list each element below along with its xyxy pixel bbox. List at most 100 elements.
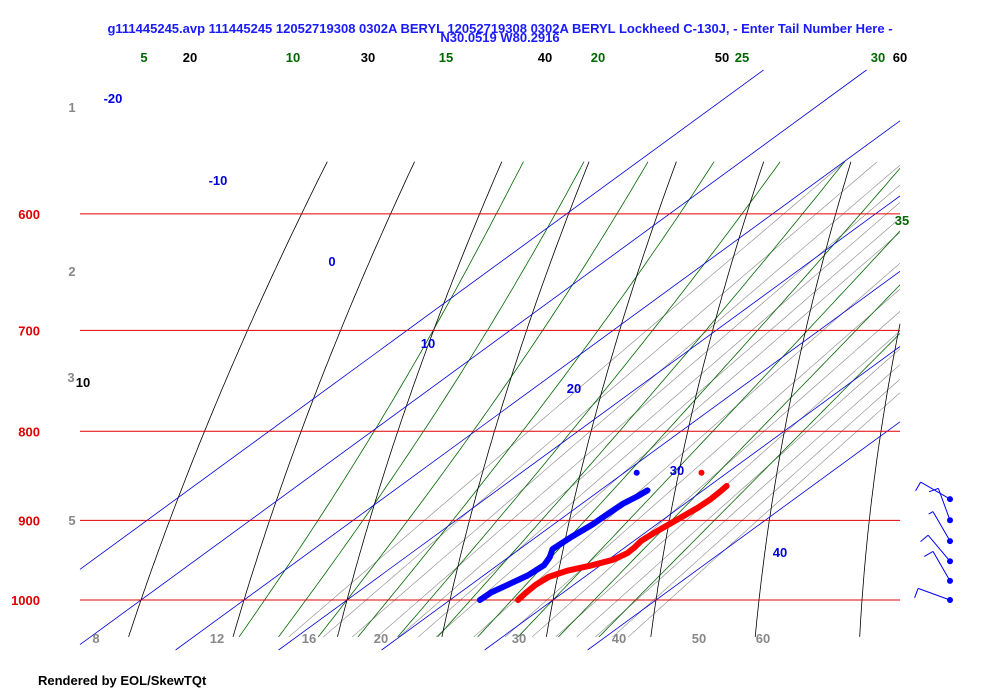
dry-adiabat-line: [232, 161, 415, 638]
moist-adiabat-label: 20: [591, 50, 605, 65]
dry-adiabat-label: 40: [538, 50, 552, 65]
mixing-ratio-lines: [288, 161, 901, 638]
mixing-ratio-label: 8: [92, 631, 99, 646]
mixing-ratio-line: [352, 164, 901, 638]
temperature-point: [698, 469, 705, 476]
isobar-label-700: 700: [18, 323, 40, 338]
mixing-ratio-line: [398, 202, 901, 638]
isotherm-label: -10: [209, 173, 228, 188]
wind-barb-feather: [920, 534, 929, 542]
wind-barb-feather: [914, 588, 919, 598]
dry-adiabat-line: [337, 161, 503, 638]
wind-barb: [928, 511, 953, 545]
wind-barb-shaft: [917, 587, 951, 601]
mixing-ratio-line: [376, 184, 901, 638]
isotherm-label: 40: [773, 545, 787, 560]
dry-adiabat-label: 30: [361, 50, 375, 65]
isobar-label-900: 900: [18, 513, 40, 528]
chart-title-line1: g111445245.avp 111445245 12052719308 030…: [107, 21, 893, 36]
isobar-label-600: 600: [18, 207, 40, 222]
height-label: 5: [68, 513, 75, 528]
mixing-ratio-label: 12: [210, 631, 224, 646]
wind-barb: [914, 587, 953, 603]
dry-adiabat-label: 60: [893, 50, 907, 65]
mixing-ratio-label: 50: [692, 631, 706, 646]
isotherm-label: 10: [421, 336, 435, 351]
wind-barb-shaft: [932, 551, 951, 582]
wind-barb: [920, 534, 953, 565]
wind-barb-shaft: [932, 511, 951, 542]
height-label: 1: [68, 100, 75, 115]
dry-adiabat-line: [545, 161, 677, 637]
isotherm-line: [175, 120, 901, 651]
height-label: 3: [67, 370, 74, 385]
moist-adiabat-line: [517, 230, 901, 638]
mixing-ratio-label: 40: [612, 631, 626, 646]
dewpoint-trace: [476, 487, 651, 603]
isotherm-line: [79, 69, 867, 645]
isotherm-line: [381, 270, 901, 651]
renderer-credit: Rendered by EOL/SkewTQt: [38, 673, 207, 688]
mixing-ratio-label: 30: [512, 631, 526, 646]
chart-title-line2: N30.0519 W80.2916: [440, 30, 560, 45]
wind-barb-feather: [928, 511, 934, 515]
mixing-ratio-line: [473, 262, 901, 638]
dry-adiabat-line: [441, 161, 590, 637]
moist-adiabat-label: 15: [439, 50, 453, 65]
isotherm-line: [79, 69, 764, 570]
dry-adiabat-line: [128, 161, 328, 638]
wind-barb-station: [947, 517, 953, 524]
moist-adiabat-line: [238, 161, 524, 638]
dewpoint-point: [633, 469, 640, 476]
mixing-ratio-label: 16: [302, 631, 316, 646]
isobar-label-1000: 1000: [11, 593, 40, 608]
dry-adiabat-label: 10: [76, 375, 90, 390]
isotherm-line: [587, 421, 901, 651]
dry-adiabats: [128, 161, 901, 638]
isotherm-label: 30: [670, 463, 684, 478]
temperature-trace: [515, 483, 730, 603]
mixing-ratio-line: [435, 232, 901, 638]
wind-barb-station: [947, 597, 953, 603]
mixing-ratio-line: [628, 392, 901, 638]
moist-adiabat-label: 25: [735, 50, 749, 65]
wind-barb-station: [947, 496, 953, 503]
mixing-ratio-line: [288, 161, 846, 638]
moist-adiabat-label: 10: [286, 50, 300, 65]
mixing-ratio-line: [612, 378, 901, 638]
mixing-ratio-line: [418, 217, 901, 638]
isotherm-label: -20: [104, 91, 123, 106]
dry-adiabat-line: [754, 161, 852, 637]
dry-adiabat-label: 50: [715, 50, 729, 65]
moist-adiabat-line: [278, 161, 585, 638]
moist-adiabat-label: 30: [871, 50, 885, 65]
isotherm-label: 20: [567, 381, 581, 396]
height-label: 2: [68, 264, 75, 279]
mixing-ratio-line: [505, 288, 901, 638]
moist-adiabat-line: [558, 284, 901, 638]
moist-adiabat-line: [598, 333, 901, 638]
wind-barb-station: [947, 577, 953, 584]
wind-barb-station: [947, 538, 953, 545]
moist-adiabat-line: [317, 161, 649, 638]
moist-adiabat-line: [437, 161, 845, 638]
wind-barb-feather: [924, 550, 934, 557]
wind-barb: [915, 481, 953, 503]
isotherm-line: [278, 195, 901, 651]
sounding-data: [476, 469, 730, 603]
mixing-ratio-label: 60: [756, 631, 770, 646]
isotherm-line: [484, 346, 901, 651]
isotherms: [79, 69, 901, 651]
moist-adiabat-line: [397, 161, 781, 638]
dry-adiabat-label: 20: [183, 50, 197, 65]
axis-labels: 600 700 800 900 1000 -20 -10 0 10 20 30 40 20 30 40 50 6…: [11, 50, 909, 646]
mixing-ratio-line: [576, 348, 901, 638]
moist-adiabats: [238, 161, 901, 638]
isotherm-label: 0: [328, 254, 335, 269]
moist-adiabat-label: 35: [895, 213, 909, 228]
wind-barb-shaft: [927, 534, 951, 562]
wind-barb-shaft: [920, 481, 951, 500]
isobar-label-800: 800: [18, 424, 40, 439]
moist-adiabat-label: 5: [140, 50, 147, 65]
